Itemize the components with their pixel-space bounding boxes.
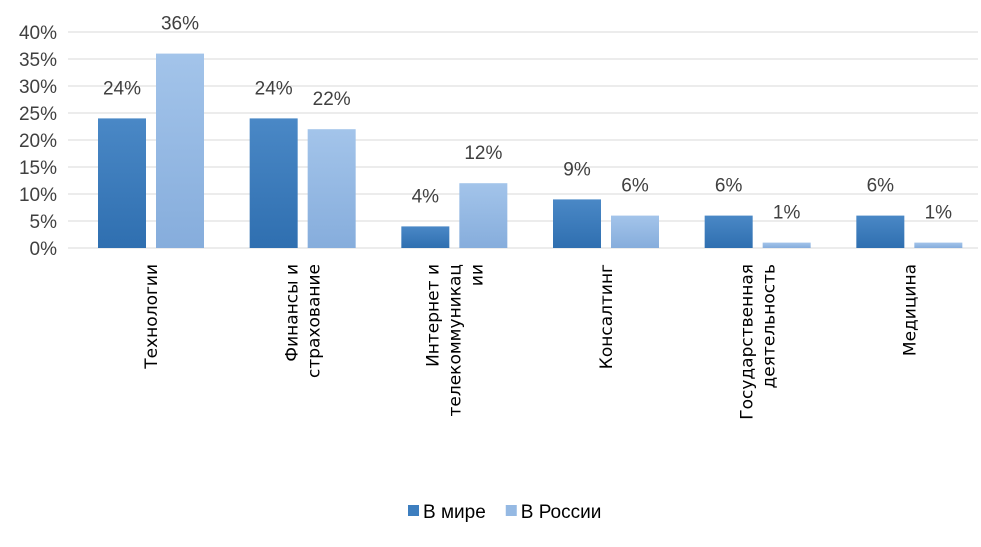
x-axis: Технологии Финансы и страхование Интернет и…: [142, 264, 920, 420]
data-label: 36%: [161, 14, 199, 35]
category-label: Интернет и телекоммуникац ии: [423, 264, 487, 417]
legend-label: В мире: [423, 502, 486, 523]
legend-swatch: [408, 505, 419, 516]
y-tick-label: 15%: [19, 158, 57, 179]
category-label: Медицина: [900, 264, 920, 356]
legend-label: В России: [521, 502, 602, 523]
category-label-line: Государственная: [738, 264, 758, 420]
data-label: 24%: [103, 78, 141, 99]
category-label: Государственная деятельность: [738, 264, 780, 420]
y-tick-label: 25%: [19, 104, 57, 125]
y-tick-label: 5%: [30, 212, 58, 233]
bar-world: [401, 226, 450, 248]
data-label: 1%: [773, 203, 801, 224]
data-label: 1%: [925, 203, 953, 224]
data-label: 22%: [313, 89, 351, 110]
y-axis: 0% 5% 10% 15% 20% 25% 30% 35% 40%: [19, 23, 57, 260]
category-label-line: Консалтинг: [597, 264, 617, 369]
y-tick-label: 35%: [19, 50, 57, 71]
y-tick-label: 40%: [19, 23, 57, 44]
bar-russia: [762, 242, 811, 248]
y-tick-label: 20%: [19, 131, 57, 152]
legend: В мире В России: [408, 502, 601, 523]
category-label-line: страхование: [305, 264, 325, 378]
bar-russia: [156, 53, 204, 248]
bar-world: [249, 118, 298, 249]
category-label-line: ии: [467, 264, 487, 286]
category-label: Финансы и страхование: [283, 264, 325, 378]
data-label: 6%: [867, 176, 895, 197]
data-label: 12%: [464, 143, 502, 164]
y-tick-label: 10%: [19, 185, 57, 206]
bar-russia: [611, 215, 659, 248]
data-label: 6%: [715, 176, 743, 197]
data-label: 4%: [412, 186, 440, 207]
category-label-line: Интернет и: [423, 264, 443, 367]
category-label: Технологии: [142, 264, 162, 370]
legend-swatch: [505, 505, 517, 516]
y-tick-label: 0%: [30, 239, 58, 260]
category-label: Консалтинг: [597, 264, 617, 369]
category-label-line: Финансы и: [283, 264, 303, 362]
category-label-line: Медицина: [900, 264, 920, 356]
data-labels: 24% 36% 24% 22% 4% 12% 9% 6% 6% 1% 6% 1%: [103, 14, 952, 224]
bar-world: [856, 215, 905, 248]
bar-world: [553, 199, 601, 248]
data-label: 6%: [621, 176, 649, 197]
bar-world: [704, 215, 753, 248]
y-tick-label: 30%: [19, 77, 57, 98]
bar-world: [98, 118, 146, 249]
bar-russia: [914, 242, 963, 248]
data-label: 24%: [255, 78, 293, 99]
data-label: 9%: [563, 159, 591, 180]
category-label-line: деятельность: [760, 264, 780, 388]
gridlines: [68, 31, 978, 249]
category-label-line: Технологии: [142, 264, 162, 370]
bar-russia: [307, 129, 356, 248]
bar-russia: [459, 183, 508, 248]
category-label-line: телекоммуникац: [445, 264, 465, 417]
bars: [98, 53, 963, 249]
